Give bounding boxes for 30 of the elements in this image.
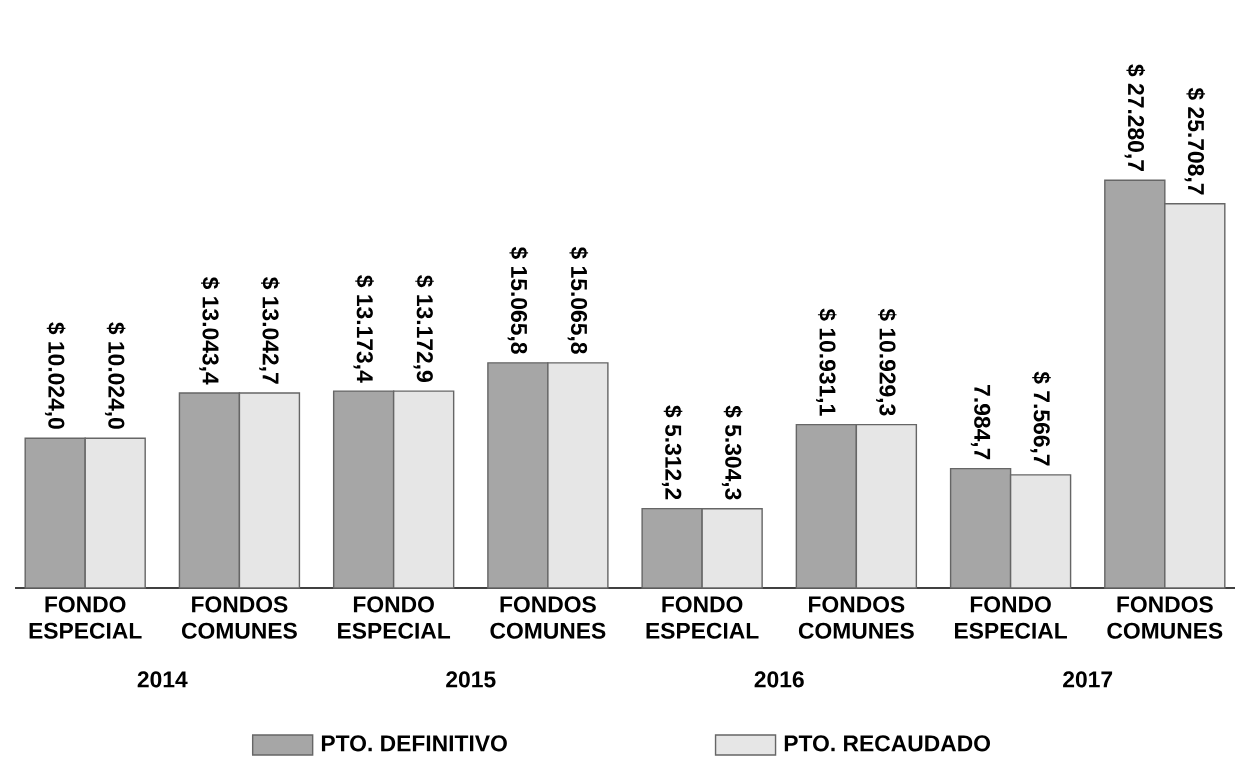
data-label: 7.984,7: [970, 385, 991, 460]
data-label: $ 5.312,2: [661, 405, 683, 500]
data-label: $ 5.304,3: [721, 405, 743, 500]
x-tick-label: FONDOS COMUNES: [181, 596, 297, 639]
data-label: $ 27.280,7: [1124, 64, 1146, 171]
data-label: $ 10.024,0: [44, 322, 66, 429]
text: 2016: [754, 671, 804, 688]
data-label: $ 10.024,0: [104, 322, 126, 429]
x-tick-label: FONDO ESPECIAL: [338, 596, 451, 639]
data-label: $ 15.065,8: [507, 246, 529, 354]
x-tick-label: FONDO ESPECIAL: [955, 596, 1067, 639]
data-label: $ 10.931,1: [816, 308, 837, 416]
text: 2014: [137, 671, 188, 688]
data-label: $ 25.708,7: [1184, 87, 1206, 195]
data-label: $ 13.173,4: [353, 275, 374, 383]
data-label: $ 10.929,3: [876, 308, 897, 416]
x-tick-label: FONDO ESPECIAL: [646, 596, 759, 639]
x-tick-label: FONDOS COMUNES: [1107, 596, 1223, 639]
x-tick-label: FONDO ESPECIAL: [29, 596, 142, 639]
data-label: $ 13.172,9: [413, 275, 434, 382]
legend-label: PTO. RECAUDADO: [784, 735, 991, 752]
text: 2017: [1063, 671, 1113, 688]
x-tick-label: FONDOS COMUNES: [798, 596, 914, 639]
data-label: $ 13.043,4: [199, 277, 220, 385]
x-tick-label: FONDOS COMUNES: [490, 596, 606, 639]
data-label: $ 15.065,8: [567, 246, 589, 354]
text: 2015: [446, 671, 496, 688]
data-label: $ 13.042,7: [259, 277, 280, 384]
legend-label: PTO. DEFINITIVO: [321, 735, 507, 752]
data-label: $ 7.566,7: [1030, 371, 1051, 466]
